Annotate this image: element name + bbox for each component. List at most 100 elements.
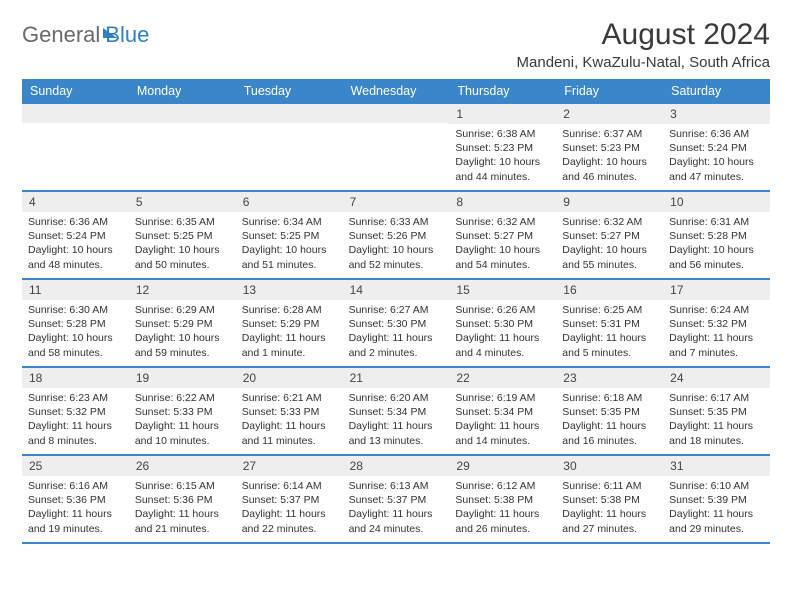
day-info: Sunrise: 6:17 AMSunset: 5:35 PMDaylight:… (663, 388, 770, 452)
calendar-day: 1Sunrise: 6:38 AMSunset: 5:23 PMDaylight… (449, 104, 556, 190)
daylight-text: Daylight: 10 hours and 47 minutes. (669, 155, 764, 183)
daylight-text: Daylight: 11 hours and 18 minutes. (669, 419, 764, 447)
sunset-text: Sunset: 5:39 PM (669, 493, 764, 507)
brand-logo: General Blue (22, 22, 149, 48)
sunset-text: Sunset: 5:28 PM (669, 229, 764, 243)
sunset-text: Sunset: 5:32 PM (669, 317, 764, 331)
day-number: 24 (663, 368, 770, 388)
calendar-day: 13Sunrise: 6:28 AMSunset: 5:29 PMDayligh… (236, 280, 343, 366)
daylight-text: Daylight: 10 hours and 59 minutes. (135, 331, 230, 359)
calendar-day: 18Sunrise: 6:23 AMSunset: 5:32 PMDayligh… (22, 368, 129, 454)
sunset-text: Sunset: 5:23 PM (562, 141, 657, 155)
calendar-day: 20Sunrise: 6:21 AMSunset: 5:33 PMDayligh… (236, 368, 343, 454)
calendar-day: 27Sunrise: 6:14 AMSunset: 5:37 PMDayligh… (236, 456, 343, 542)
calendar-week-row: 25Sunrise: 6:16 AMSunset: 5:36 PMDayligh… (22, 456, 770, 544)
day-number: 26 (129, 456, 236, 476)
calendar-day: 28Sunrise: 6:13 AMSunset: 5:37 PMDayligh… (343, 456, 450, 542)
daylight-text: Daylight: 11 hours and 22 minutes. (242, 507, 337, 535)
daylight-text: Daylight: 10 hours and 51 minutes. (242, 243, 337, 271)
sunrise-text: Sunrise: 6:22 AM (135, 391, 230, 405)
daylight-text: Daylight: 10 hours and 50 minutes. (135, 243, 230, 271)
daylight-text: Daylight: 10 hours and 54 minutes. (455, 243, 550, 271)
sunrise-text: Sunrise: 6:19 AM (455, 391, 550, 405)
daylight-text: Daylight: 11 hours and 14 minutes. (455, 419, 550, 447)
daylight-text: Daylight: 11 hours and 11 minutes. (242, 419, 337, 447)
calendar-day: 2Sunrise: 6:37 AMSunset: 5:23 PMDaylight… (556, 104, 663, 190)
brand-part1: General (22, 22, 100, 48)
location-text: Mandeni, KwaZulu-Natal, South Africa (517, 54, 770, 71)
daylight-text: Daylight: 11 hours and 13 minutes. (349, 419, 444, 447)
calendar-day: 17Sunrise: 6:24 AMSunset: 5:32 PMDayligh… (663, 280, 770, 366)
day-info: Sunrise: 6:38 AMSunset: 5:23 PMDaylight:… (449, 124, 556, 188)
calendar-day: 30Sunrise: 6:11 AMSunset: 5:38 PMDayligh… (556, 456, 663, 542)
daylight-text: Daylight: 11 hours and 7 minutes. (669, 331, 764, 359)
day-number: 28 (343, 456, 450, 476)
sunset-text: Sunset: 5:30 PM (349, 317, 444, 331)
weekday-header: Friday (556, 79, 663, 103)
day-number: 7 (343, 192, 450, 212)
sunset-text: Sunset: 5:24 PM (28, 229, 123, 243)
calendar-day: 10Sunrise: 6:31 AMSunset: 5:28 PMDayligh… (663, 192, 770, 278)
day-number (129, 104, 236, 123)
day-info: Sunrise: 6:27 AMSunset: 5:30 PMDaylight:… (343, 300, 450, 364)
sunrise-text: Sunrise: 6:30 AM (28, 303, 123, 317)
daylight-text: Daylight: 11 hours and 26 minutes. (455, 507, 550, 535)
calendar-week-row: 4Sunrise: 6:36 AMSunset: 5:24 PMDaylight… (22, 192, 770, 280)
sunrise-text: Sunrise: 6:28 AM (242, 303, 337, 317)
calendar-day: 24Sunrise: 6:17 AMSunset: 5:35 PMDayligh… (663, 368, 770, 454)
calendar-day: 9Sunrise: 6:32 AMSunset: 5:27 PMDaylight… (556, 192, 663, 278)
day-number: 16 (556, 280, 663, 300)
day-number: 2 (556, 104, 663, 124)
sunrise-text: Sunrise: 6:38 AM (455, 127, 550, 141)
calendar-page: General Blue August 2024 Mandeni, KwaZul… (0, 0, 792, 544)
calendar-day: 14Sunrise: 6:27 AMSunset: 5:30 PMDayligh… (343, 280, 450, 366)
day-number: 27 (236, 456, 343, 476)
daylight-text: Daylight: 10 hours and 55 minutes. (562, 243, 657, 271)
daylight-text: Daylight: 11 hours and 21 minutes. (135, 507, 230, 535)
calendar-day: 31Sunrise: 6:10 AMSunset: 5:39 PMDayligh… (663, 456, 770, 542)
day-info: Sunrise: 6:35 AMSunset: 5:25 PMDaylight:… (129, 212, 236, 276)
brand-part2: Blue (105, 22, 149, 48)
sunset-text: Sunset: 5:33 PM (242, 405, 337, 419)
day-info: Sunrise: 6:30 AMSunset: 5:28 PMDaylight:… (22, 300, 129, 364)
day-info: Sunrise: 6:19 AMSunset: 5:34 PMDaylight:… (449, 388, 556, 452)
day-number: 6 (236, 192, 343, 212)
calendar-day-empty (22, 104, 129, 190)
day-number (22, 104, 129, 123)
day-info: Sunrise: 6:16 AMSunset: 5:36 PMDaylight:… (22, 476, 129, 540)
daylight-text: Daylight: 10 hours and 44 minutes. (455, 155, 550, 183)
day-number: 22 (449, 368, 556, 388)
sunset-text: Sunset: 5:30 PM (455, 317, 550, 331)
sunset-text: Sunset: 5:27 PM (455, 229, 550, 243)
calendar-day: 23Sunrise: 6:18 AMSunset: 5:35 PMDayligh… (556, 368, 663, 454)
sunset-text: Sunset: 5:29 PM (135, 317, 230, 331)
day-number: 9 (556, 192, 663, 212)
daylight-text: Daylight: 11 hours and 19 minutes. (28, 507, 123, 535)
day-info: Sunrise: 6:37 AMSunset: 5:23 PMDaylight:… (556, 124, 663, 188)
sunset-text: Sunset: 5:33 PM (135, 405, 230, 419)
sunrise-text: Sunrise: 6:12 AM (455, 479, 550, 493)
day-info: Sunrise: 6:11 AMSunset: 5:38 PMDaylight:… (556, 476, 663, 540)
sunset-text: Sunset: 5:38 PM (562, 493, 657, 507)
page-header: General Blue August 2024 Mandeni, KwaZul… (22, 18, 770, 73)
sunrise-text: Sunrise: 6:32 AM (562, 215, 657, 229)
sunset-text: Sunset: 5:36 PM (28, 493, 123, 507)
sunrise-text: Sunrise: 6:29 AM (135, 303, 230, 317)
day-number: 8 (449, 192, 556, 212)
sunrise-text: Sunrise: 6:32 AM (455, 215, 550, 229)
day-info (236, 123, 343, 183)
day-info: Sunrise: 6:26 AMSunset: 5:30 PMDaylight:… (449, 300, 556, 364)
day-info: Sunrise: 6:28 AMSunset: 5:29 PMDaylight:… (236, 300, 343, 364)
sunset-text: Sunset: 5:26 PM (349, 229, 444, 243)
day-number (343, 104, 450, 123)
sunset-text: Sunset: 5:29 PM (242, 317, 337, 331)
title-block: August 2024 Mandeni, KwaZulu-Natal, Sout… (517, 18, 770, 73)
day-info: Sunrise: 6:34 AMSunset: 5:25 PMDaylight:… (236, 212, 343, 276)
weekday-header: Tuesday (236, 79, 343, 103)
sunset-text: Sunset: 5:25 PM (135, 229, 230, 243)
daylight-text: Daylight: 10 hours and 46 minutes. (562, 155, 657, 183)
sunrise-text: Sunrise: 6:10 AM (669, 479, 764, 493)
sunrise-text: Sunrise: 6:27 AM (349, 303, 444, 317)
daylight-text: Daylight: 10 hours and 58 minutes. (28, 331, 123, 359)
weekday-header: Monday (129, 79, 236, 103)
